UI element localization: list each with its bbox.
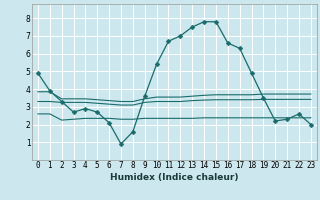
X-axis label: Humidex (Indice chaleur): Humidex (Indice chaleur) xyxy=(110,173,239,182)
